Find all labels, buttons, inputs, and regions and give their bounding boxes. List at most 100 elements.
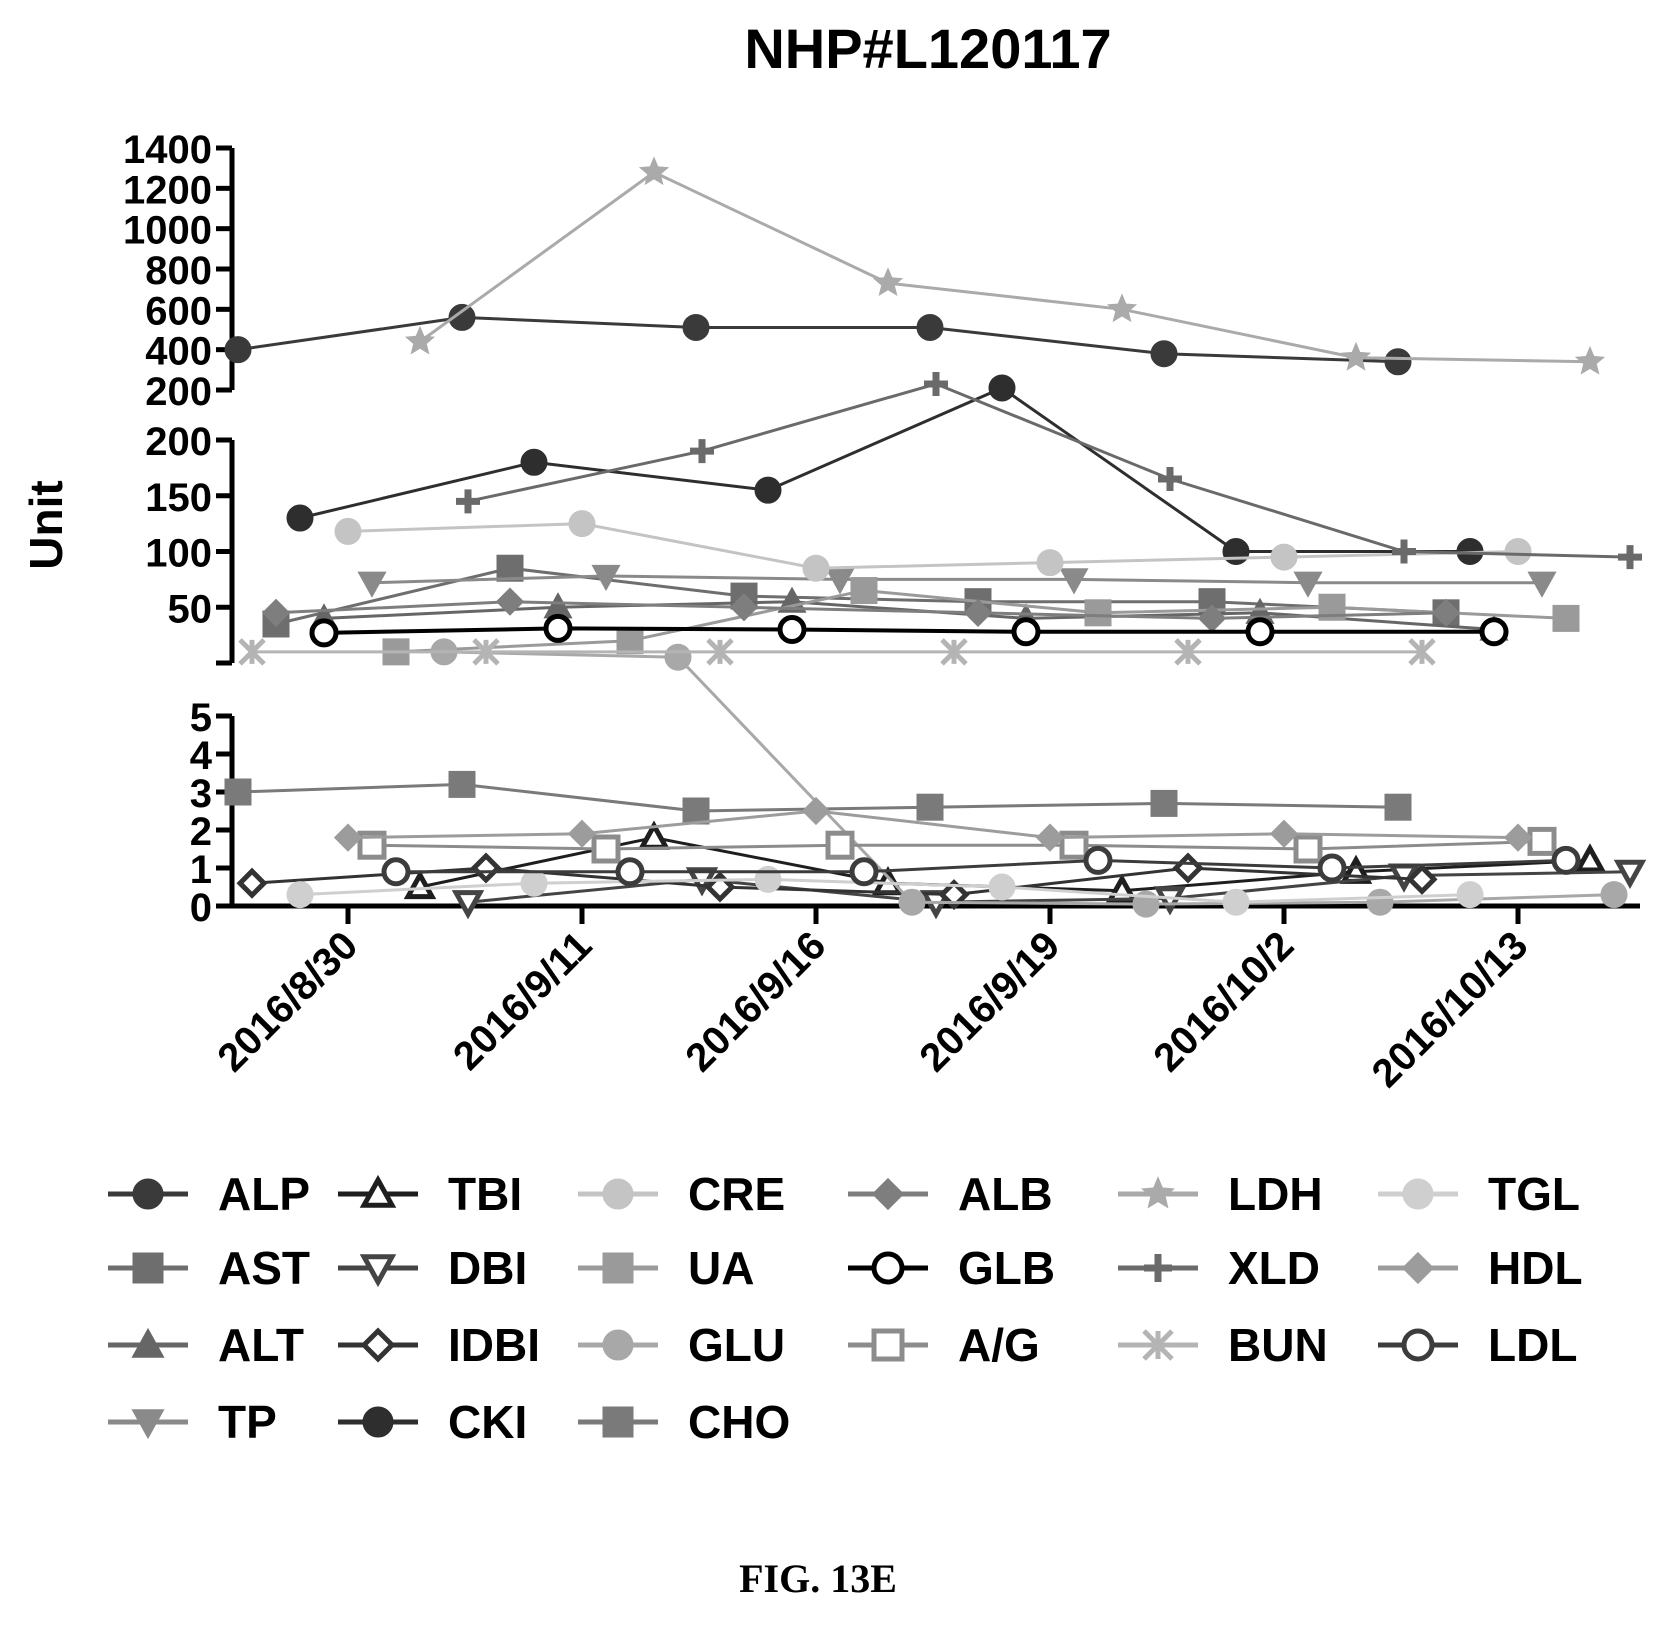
legend-item-hdl: HDL [1378, 1242, 1583, 1294]
data-point [1036, 549, 1064, 577]
data-point [333, 823, 363, 852]
data-point [470, 852, 502, 884]
y-tick-label: 200 [145, 370, 212, 414]
data-point [1158, 467, 1182, 492]
legend-marker [1402, 1178, 1434, 1210]
legend-marker [362, 1406, 394, 1438]
data-point [801, 796, 831, 826]
legend-label: A/G [958, 1319, 1040, 1371]
data-point [1456, 881, 1484, 909]
series-line [419, 170, 1591, 364]
y-tick-label: 200 [145, 420, 212, 464]
data-point [849, 857, 879, 887]
data-point [286, 881, 314, 909]
legend-marker [871, 1328, 905, 1362]
legend-item-a-g: A/G [848, 1319, 1040, 1371]
data-point [1106, 293, 1138, 323]
x-tick-label: 2016/9/11 [445, 923, 600, 1078]
legend-marker [602, 1178, 634, 1210]
legend-item-tbi: TBI [338, 1168, 522, 1220]
y-tick-label: 600 [145, 289, 212, 333]
legend-label: GLU [688, 1319, 785, 1371]
data-point [543, 613, 573, 643]
legend-marker [359, 1254, 397, 1288]
data-point [690, 439, 714, 464]
legend-marker [1401, 1328, 1435, 1362]
data-point [1384, 793, 1412, 821]
data-point [825, 830, 855, 860]
series-line [443, 650, 1615, 906]
chart-title: NHP#L120117 [744, 17, 1111, 80]
data-point [309, 618, 339, 648]
legend-item-cki: CKI [338, 1396, 527, 1448]
legend-marker [132, 1252, 164, 1284]
legend: ALP AST ALT TP TBI DBI IDBI CKI CRE UA GLU CHO ALB GL… [108, 1168, 1583, 1448]
data-point [1504, 538, 1532, 565]
legend-item-glu: GLU [578, 1319, 785, 1371]
legend-label: ALT [218, 1319, 304, 1371]
series-line [323, 626, 1494, 635]
series-cre [334, 510, 1532, 582]
legend-marker [131, 1409, 165, 1440]
legend-marker [131, 1327, 165, 1358]
series-xld [456, 371, 1642, 570]
data-point [1600, 881, 1628, 909]
legend-label: TP [218, 1396, 277, 1448]
data-point [1431, 598, 1461, 627]
data-point [1011, 617, 1041, 647]
data-point [1384, 348, 1412, 376]
data-point [448, 770, 476, 798]
series-line [299, 877, 1471, 904]
data-point [1270, 543, 1298, 571]
series-line [395, 588, 1567, 654]
data-point [777, 615, 807, 645]
data-point [404, 325, 436, 355]
data-point [334, 517, 362, 545]
y-tick-label: 1200 [123, 168, 212, 212]
legend-marker [1144, 1254, 1172, 1282]
data-point [1150, 340, 1178, 368]
data-point [938, 879, 970, 911]
y-tick-label: 1000 [123, 209, 212, 253]
data-point [1340, 341, 1372, 371]
legend-label: HDL [1488, 1242, 1583, 1294]
data-point [1269, 819, 1299, 848]
data-point [1105, 873, 1139, 903]
data-point [1084, 599, 1112, 627]
data-point [261, 598, 291, 627]
data-point [1408, 638, 1436, 666]
data-point [1083, 845, 1113, 875]
data-point [988, 374, 1016, 402]
data-point [567, 819, 597, 848]
data-point [898, 888, 926, 916]
y-axis-label: Unit [20, 480, 72, 569]
y-tick-label: 5 [190, 696, 212, 740]
data-point [916, 313, 944, 341]
y-tick-label: 2 [190, 810, 212, 854]
data-point [616, 627, 644, 655]
data-point [1552, 604, 1580, 632]
legend-label: TGL [1488, 1168, 1580, 1220]
legend-label: ALB [958, 1168, 1053, 1220]
y-tick-label: 0 [190, 886, 212, 930]
legend-label: IDBI [448, 1319, 540, 1371]
series-glu [430, 638, 1628, 918]
data-point [381, 857, 411, 887]
x-tick-label: 2016/10/2 [1145, 923, 1302, 1080]
legend-marker [602, 1329, 634, 1361]
legend-marker [871, 1177, 905, 1211]
x-tick-label: 2016/9/16 [677, 923, 834, 1080]
legend-label: BUN [1228, 1319, 1328, 1371]
series-cho [224, 770, 1412, 825]
legend-marker [359, 1174, 397, 1208]
legend-marker [360, 1327, 396, 1363]
data-point [448, 303, 476, 331]
legend-label: AST [218, 1242, 310, 1294]
data-point [924, 371, 948, 396]
series-cki [286, 374, 1484, 565]
data-point [451, 890, 485, 920]
data-point [1573, 843, 1607, 873]
data-point [495, 587, 525, 616]
legend-item-xld: XLD [1118, 1242, 1320, 1294]
data-point [940, 638, 968, 666]
